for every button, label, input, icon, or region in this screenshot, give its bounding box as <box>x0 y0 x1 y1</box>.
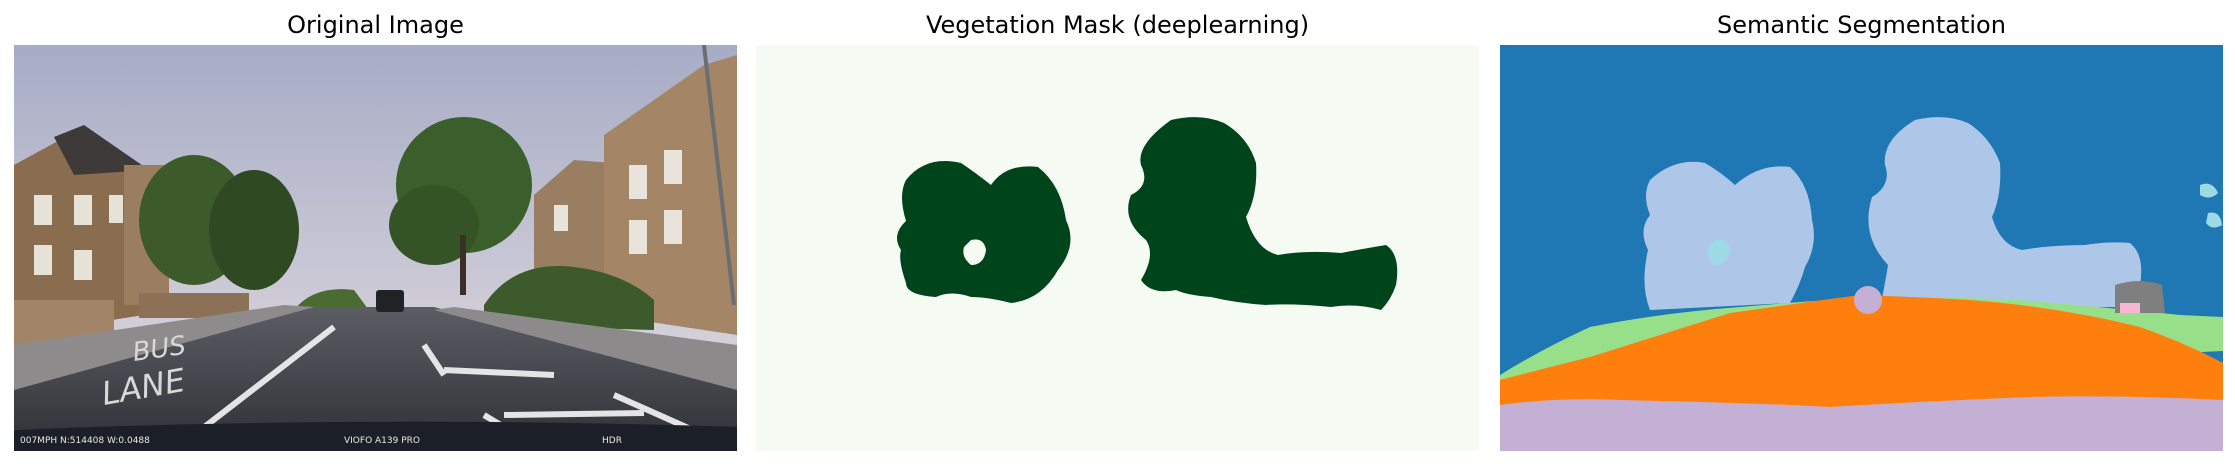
hud-left-text: 007MPH N:514408 W:0.0488 <box>20 436 150 446</box>
mask-vegetation-left <box>897 161 1071 303</box>
mask-background <box>756 45 1479 451</box>
left-trees <box>139 155 299 318</box>
seg-car-ahead <box>1854 286 1882 314</box>
seg-car-hood <box>1500 396 2223 451</box>
road-marking-bus: BUS <box>131 331 188 368</box>
car-ahead <box>376 290 404 312</box>
original-image-title: Original Image <box>287 11 464 39</box>
segmentation-canvas <box>1500 45 2223 451</box>
car-hood <box>14 421 737 451</box>
right-houses <box>534 45 737 335</box>
left-houses <box>14 125 169 345</box>
seg-tree-left <box>1643 161 1814 310</box>
seg-road <box>1500 295 2223 425</box>
seg-cyan-right-2 <box>2206 212 2222 228</box>
hud-center-text: VIOFO A139 PRO <box>344 436 420 446</box>
center-tree <box>389 117 532 295</box>
left-sidewalk <box>14 305 314 390</box>
vegetation-mask <box>756 45 1479 451</box>
semantic-segmentation-title: Semantic Segmentation <box>1717 11 2006 39</box>
original-image: BUS LANE 007MPH N:514408 W:0.0488 VIOFO … <box>14 45 737 451</box>
right-sidewalk <box>434 307 737 390</box>
vegetation-mask-canvas <box>756 45 1479 451</box>
seg-tree-right <box>1868 117 2142 307</box>
original-photo-canvas: BUS LANE 007MPH N:514408 W:0.0488 VIOFO … <box>14 45 737 451</box>
mask-vegetation-right <box>1128 117 1398 310</box>
mask-hole <box>963 239 986 265</box>
vegetation-mask-title: Vegetation Mask (deeplearning) <box>925 11 1310 39</box>
seg-cyan-right-1 <box>2200 183 2218 198</box>
seg-pink-object <box>2120 303 2140 313</box>
seg-cyan-patch <box>1707 239 1730 265</box>
semantic-segmentation <box>1500 45 2223 451</box>
hud-right-text: HDR <box>602 436 622 446</box>
